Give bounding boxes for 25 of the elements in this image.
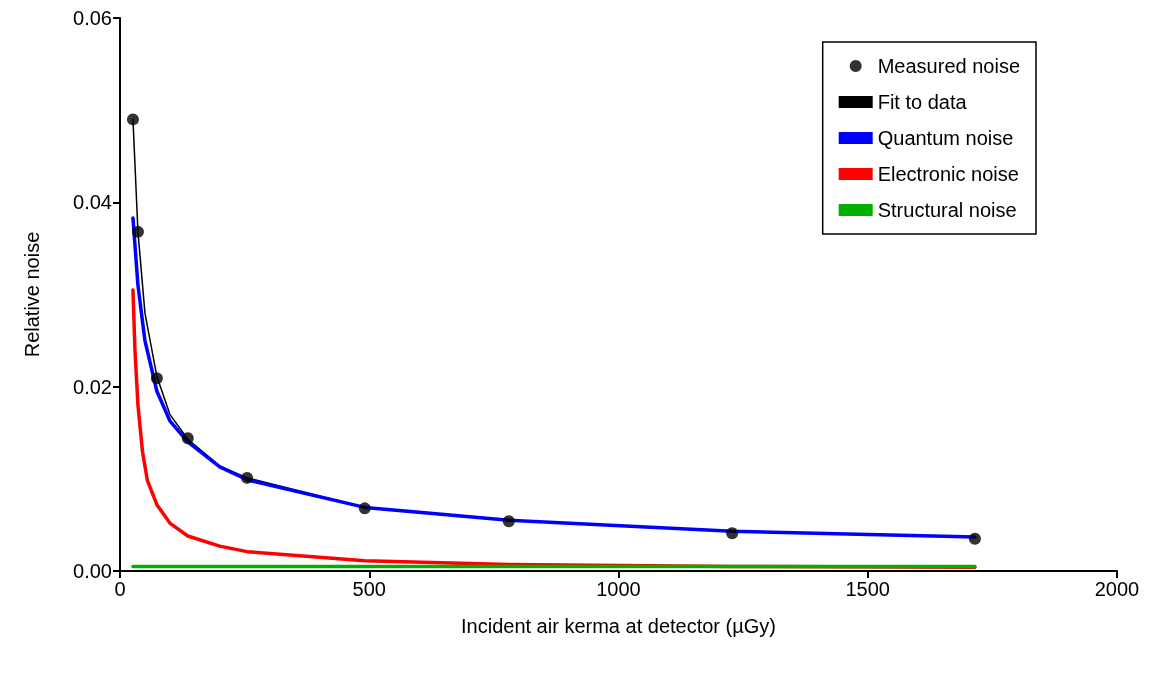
legend-label: Measured noise [877, 55, 1021, 77]
x-axis-title: Incident air kerma at detector (µGy) [461, 615, 776, 637]
legend-label: Electronic noise [877, 163, 1019, 185]
legend-label: Fit to data [877, 91, 968, 113]
legend-label: Structural noise [877, 199, 1017, 221]
point [502, 515, 515, 528]
y-axis-title: Relative noise [21, 231, 43, 358]
x-tick-label: 0 [114, 578, 126, 600]
point [181, 432, 194, 445]
point [358, 502, 371, 515]
point [726, 527, 739, 540]
legend-label: Quantum noise [877, 127, 1014, 149]
y-tick-label: 0.02 [73, 375, 112, 398]
y-tick-label: 0.00 [73, 560, 112, 582]
point [150, 372, 163, 385]
point [968, 532, 981, 545]
y-tick-label: 0.04 [73, 191, 112, 214]
x-tick-label: 500 [352, 578, 386, 600]
point [131, 225, 144, 238]
point [241, 471, 254, 484]
y-tick-label: 0.06 [73, 7, 112, 29]
x-tick-label: 1000 [596, 578, 641, 600]
x-tick-label: 2000 [1094, 578, 1140, 600]
x-tick-label: 1500 [845, 578, 890, 600]
point [126, 113, 139, 126]
